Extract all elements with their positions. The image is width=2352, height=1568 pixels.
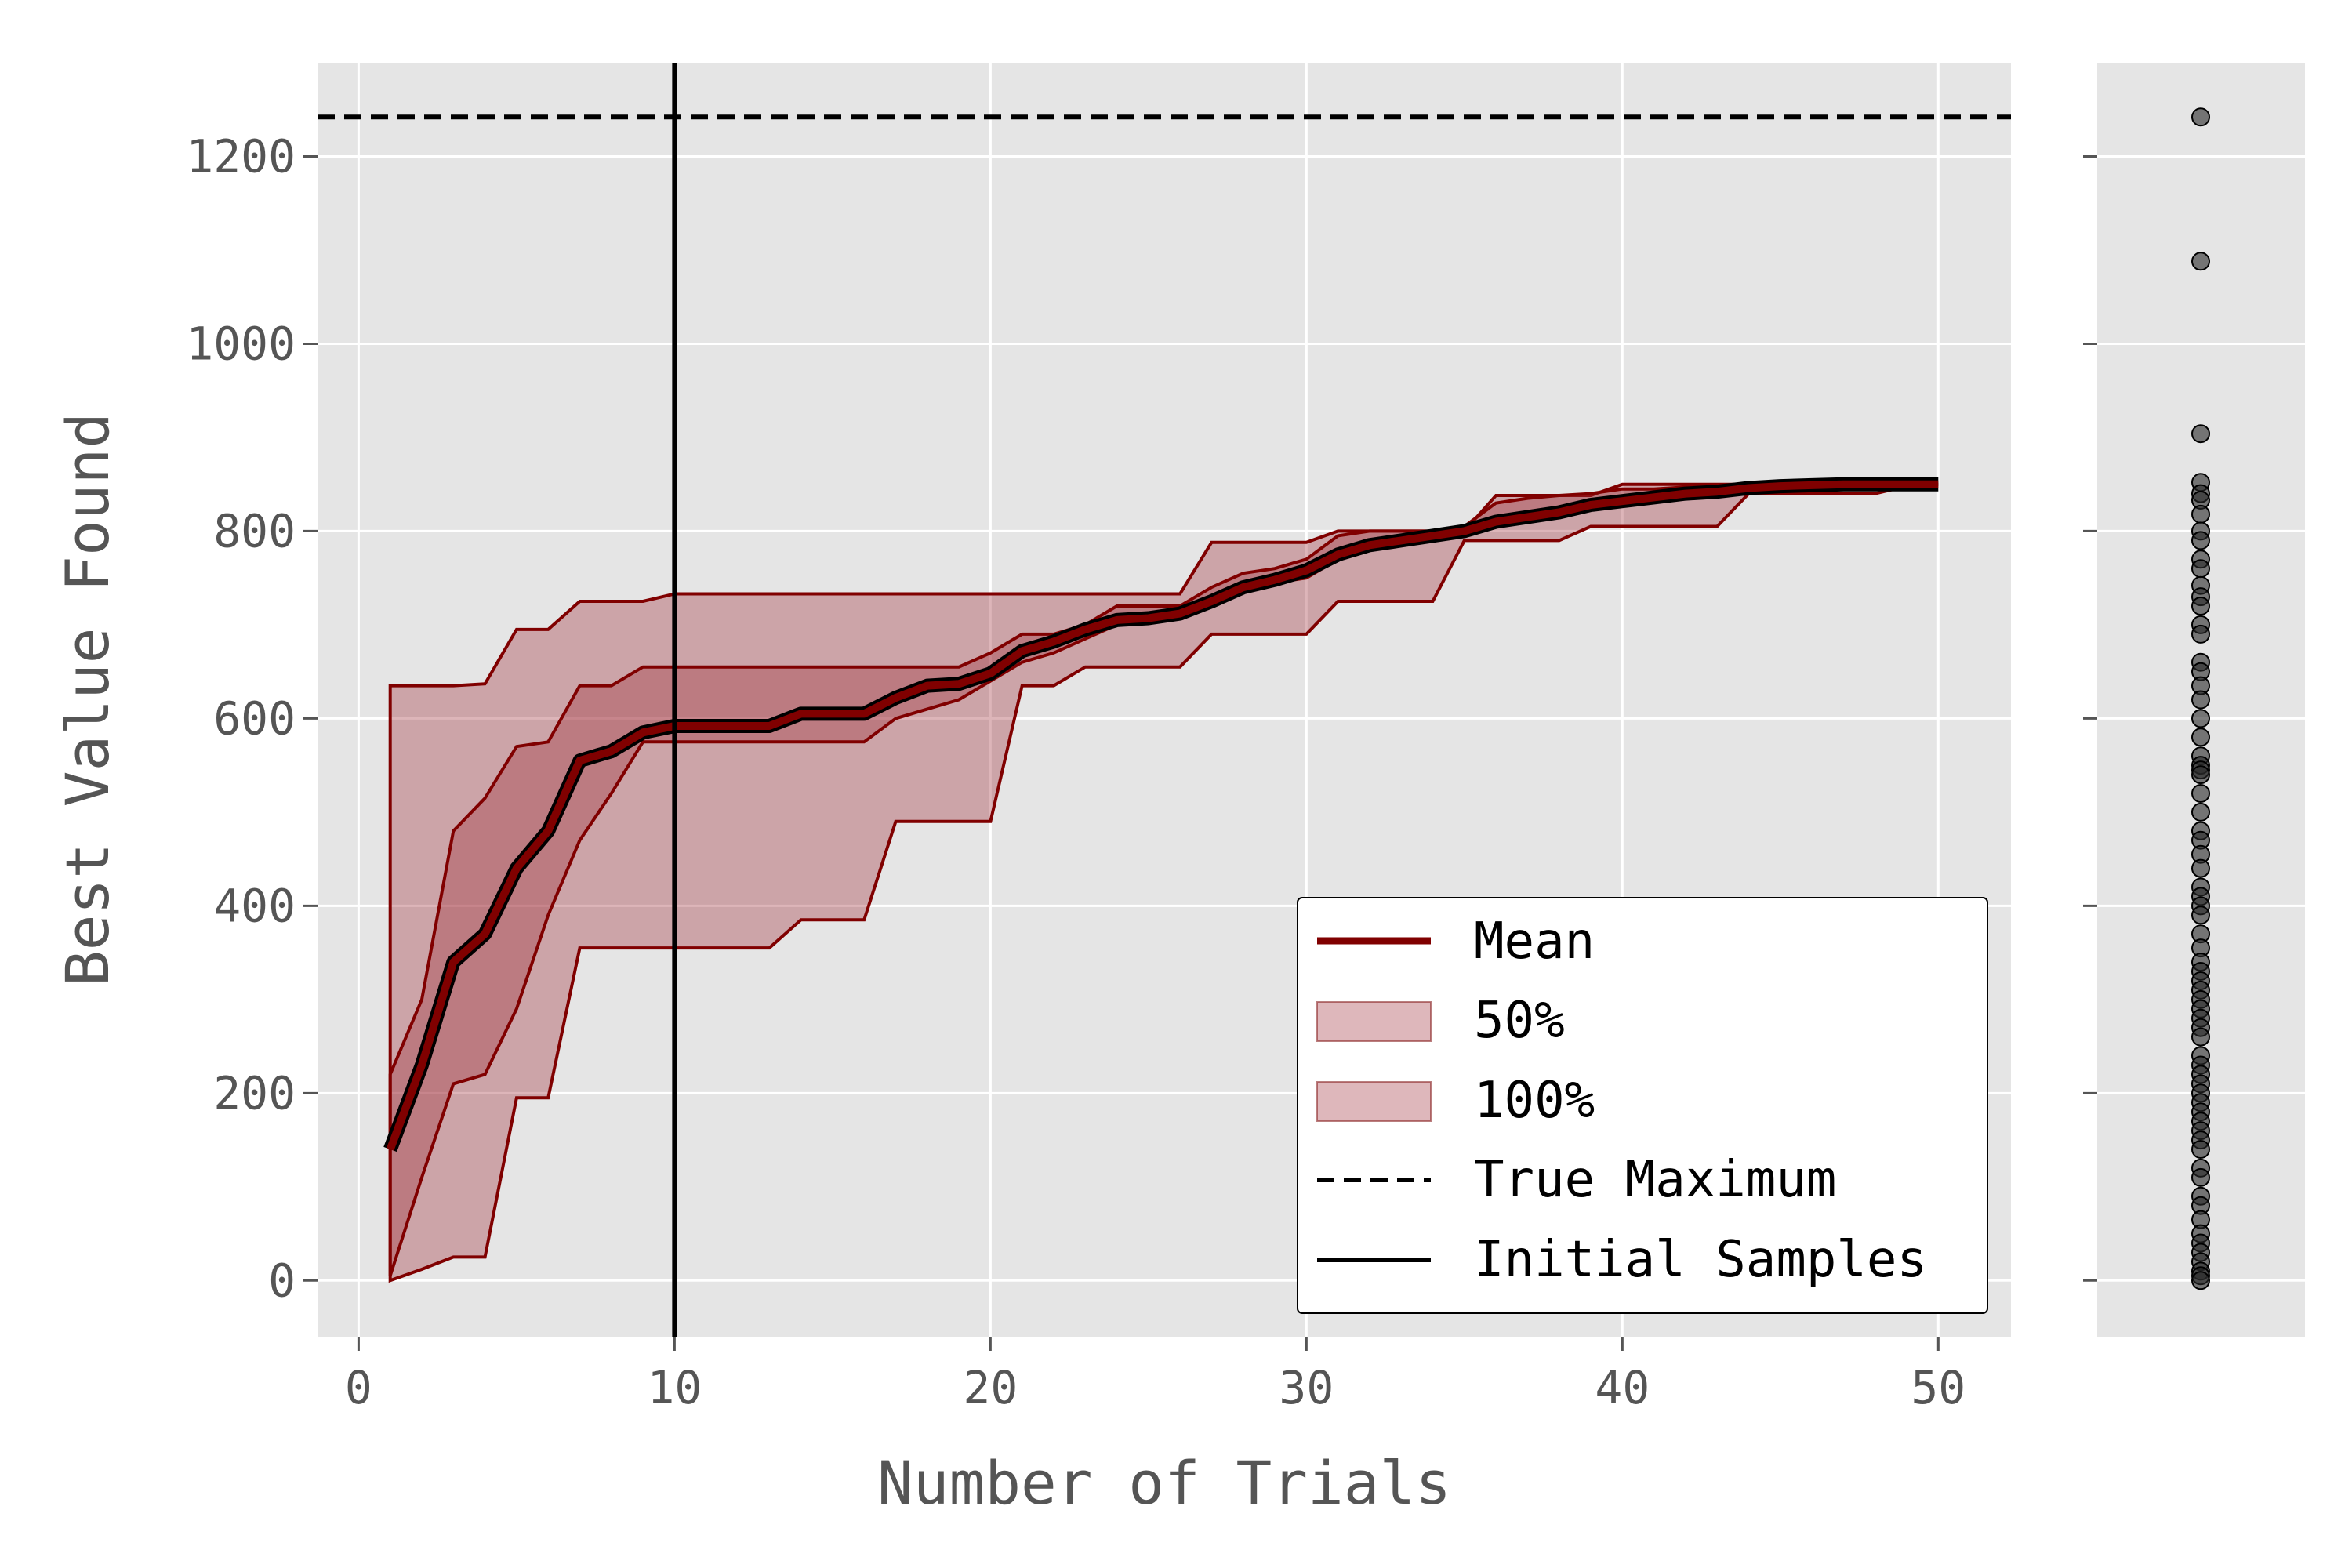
x-tick-label: 30 bbox=[1279, 1361, 1334, 1414]
x-tick-label: 20 bbox=[963, 1361, 1018, 1414]
side-point bbox=[2191, 504, 2210, 524]
y-axis-title: Best Value Found bbox=[53, 412, 122, 986]
side-axis-ticks bbox=[2083, 154, 2097, 1282]
y-tick-label: 600 bbox=[213, 691, 296, 745]
y-tick-label: 200 bbox=[213, 1066, 296, 1120]
legend-swatch-100 bbox=[1316, 1081, 1432, 1122]
side-point bbox=[2191, 709, 2210, 728]
y-axis-ticks: 0 200 400 600 800 1000 1200 bbox=[186, 129, 318, 1307]
side-point bbox=[2191, 784, 2210, 803]
x-axis-title: Number of Trials bbox=[877, 1448, 1451, 1518]
x-tick-label: 0 bbox=[345, 1361, 372, 1414]
legend-swatch-50 bbox=[1316, 1001, 1432, 1042]
side-distribution-points bbox=[2191, 107, 2210, 1290]
y-tick-label: 400 bbox=[213, 879, 296, 932]
y-tick-label: 1000 bbox=[186, 317, 296, 370]
main-grid bbox=[318, 63, 2011, 1337]
y-tick-label: 800 bbox=[213, 504, 296, 557]
side-point bbox=[2191, 252, 2210, 271]
x-tick-label: 40 bbox=[1595, 1361, 1650, 1414]
y-tick-label: 0 bbox=[268, 1254, 296, 1307]
legend-label-initial: Initial Samples bbox=[1474, 1231, 1927, 1289]
side-point bbox=[2191, 858, 2210, 878]
side-point bbox=[2191, 107, 2210, 127]
side-point bbox=[2191, 624, 2210, 644]
side-point bbox=[2191, 424, 2210, 444]
side-point bbox=[2191, 765, 2210, 785]
side-point bbox=[2191, 1027, 2210, 1047]
x-tick-label: 10 bbox=[647, 1361, 702, 1414]
side-point bbox=[2191, 559, 2210, 579]
side-point bbox=[2191, 802, 2210, 822]
side-point bbox=[2191, 1271, 2210, 1290]
side-point bbox=[2191, 597, 2210, 615]
legend-label-mean: Mean bbox=[1474, 913, 1595, 971]
side-point bbox=[2191, 690, 2210, 710]
side-point bbox=[2191, 1140, 2210, 1159]
side-point bbox=[2191, 728, 2210, 747]
legend-frame bbox=[1297, 897, 1988, 1314]
side-point bbox=[2191, 906, 2210, 925]
side-point bbox=[2191, 531, 2210, 550]
side-point bbox=[2191, 1167, 2210, 1187]
x-axis-ticks: 0 10 20 30 40 50 bbox=[345, 1337, 1965, 1414]
legend: Mean 50% 100% True Maximum Initial Sampl… bbox=[1297, 897, 1988, 1314]
y-tick-label: 1200 bbox=[186, 129, 296, 183]
legend-label-50: 50% bbox=[1474, 992, 1565, 1050]
x-tick-label: 50 bbox=[1911, 1361, 1965, 1414]
legend-label-true-max: True Maximum bbox=[1474, 1151, 1836, 1209]
mean-line bbox=[387, 480, 1939, 1151]
legend-label-100: 100% bbox=[1474, 1072, 1595, 1130]
series-lines bbox=[318, 63, 2011, 1337]
